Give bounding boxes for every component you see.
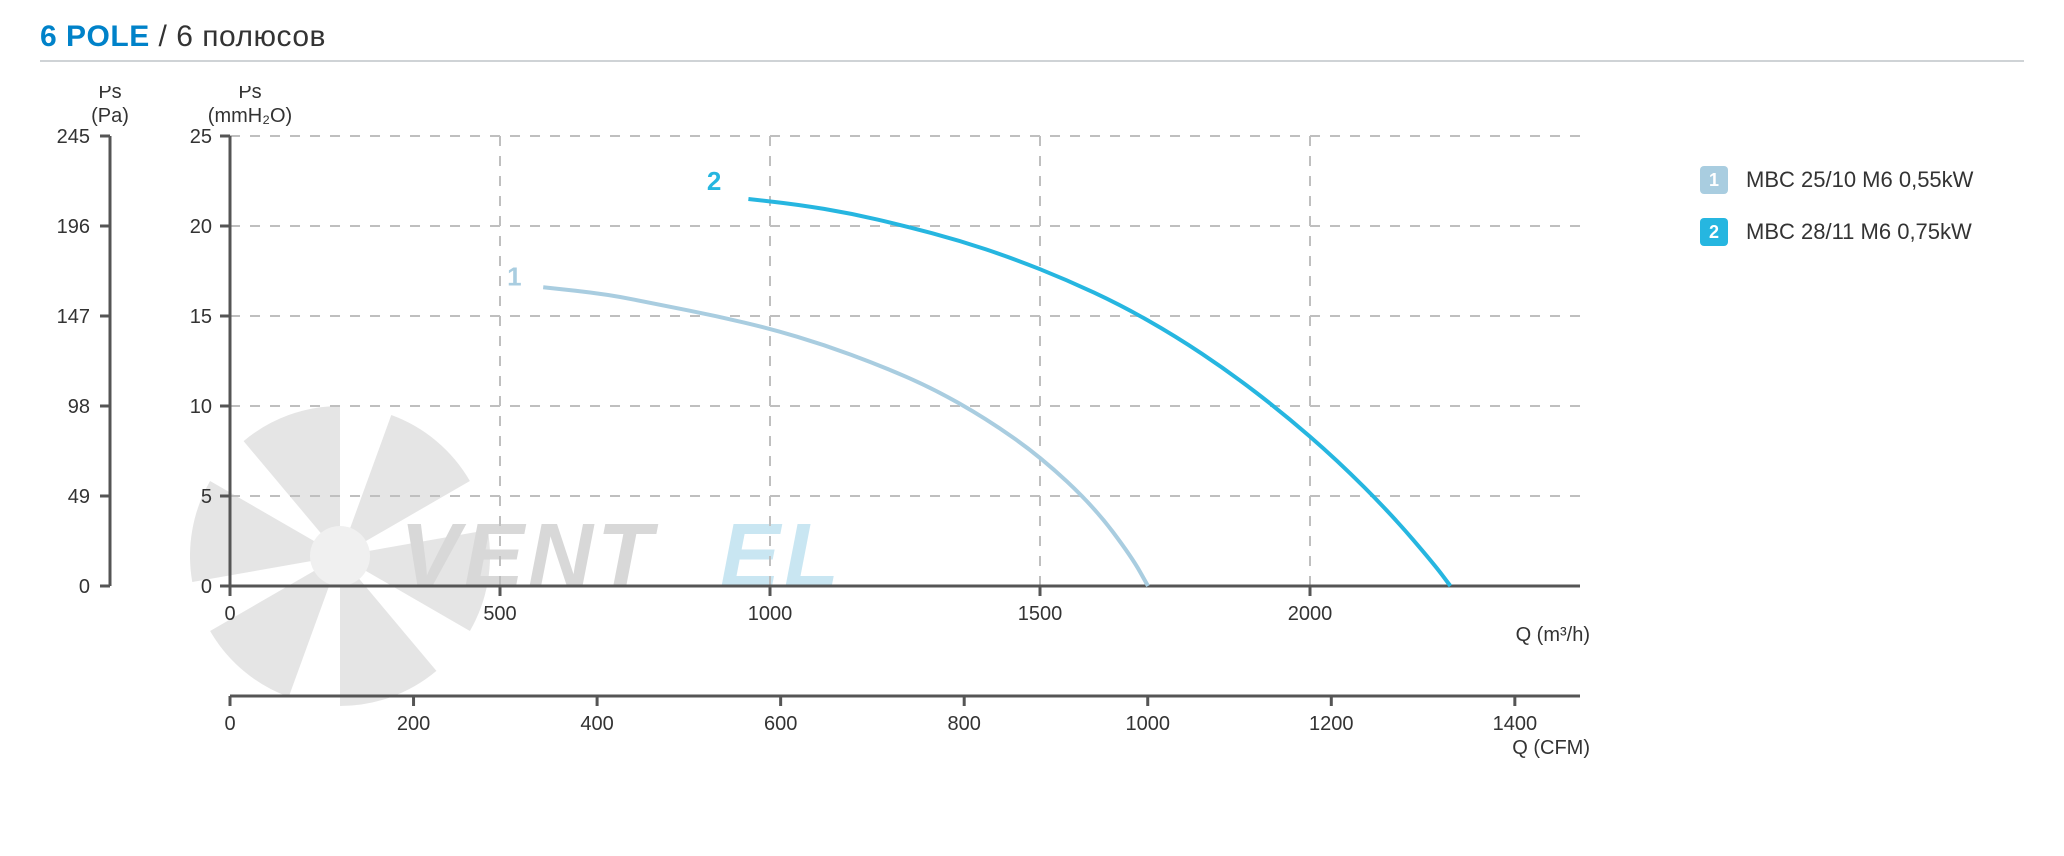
ytick-pa: 98 bbox=[68, 396, 90, 418]
ytick-mm: 10 bbox=[190, 396, 212, 418]
ytick-mm: 20 bbox=[190, 216, 212, 238]
y-mm-title2: (mmH₂O) bbox=[208, 105, 292, 127]
watermark: VENT EL bbox=[190, 406, 843, 706]
xtick-cfm: 200 bbox=[397, 713, 430, 735]
xtick-cfm: 600 bbox=[764, 713, 797, 735]
title-sub: 6 полюсов bbox=[176, 20, 326, 53]
ytick-pa: 147 bbox=[57, 306, 90, 328]
legend: 1 MBC 25/10 M6 0,55kW 2 MBC 28/11 M6 0,75kW bbox=[1700, 166, 1973, 270]
ytick-mm: 25 bbox=[190, 126, 212, 148]
x-primary-label: Q (m³/h) bbox=[1516, 624, 1590, 646]
curve-label-2: 2 bbox=[707, 166, 721, 196]
legend-swatch: 1 bbox=[1700, 166, 1728, 194]
ytick-mm: 0 bbox=[201, 576, 212, 598]
ytick-pa: 49 bbox=[68, 486, 90, 508]
xtick-m3h: 0 bbox=[224, 603, 235, 625]
curve-2 bbox=[748, 199, 1450, 586]
y-pa-title2: (Pa) bbox=[91, 105, 129, 127]
svg-text:EL: EL bbox=[720, 506, 843, 606]
title-sep: / bbox=[150, 20, 177, 53]
legend-label: MBC 28/11 M6 0,75kW bbox=[1746, 219, 1972, 245]
ytick-pa: 0 bbox=[79, 576, 90, 598]
title-main: 6 POLE bbox=[40, 20, 150, 53]
legend-label: MBC 25/10 M6 0,55kW bbox=[1746, 167, 1973, 193]
xtick-cfm: 1000 bbox=[1125, 713, 1170, 735]
page: 6 POLE / 6 полюсов VENTEL004959810147151… bbox=[0, 0, 2064, 856]
y-pa-title1: Ps bbox=[98, 86, 121, 103]
xtick-cfm: 800 bbox=[948, 713, 981, 735]
xtick-m3h: 1000 bbox=[748, 603, 793, 625]
curve-label-1: 1 bbox=[507, 261, 521, 291]
xtick-cfm: 0 bbox=[224, 713, 235, 735]
xtick-m3h: 500 bbox=[483, 603, 516, 625]
title-rule bbox=[40, 60, 2024, 62]
ytick-pa: 245 bbox=[57, 126, 90, 148]
legend-swatch: 2 bbox=[1700, 218, 1728, 246]
svg-text:VENT: VENT bbox=[400, 506, 659, 606]
ytick-pa: 196 bbox=[57, 216, 90, 238]
ytick-mm: 15 bbox=[190, 306, 212, 328]
fan-curve-chart: VENTEL004959810147151962024525Ps(Pa)Ps(m… bbox=[40, 86, 1640, 826]
xtick-m3h: 2000 bbox=[1288, 603, 1333, 625]
page-title: 6 POLE / 6 полюсов bbox=[40, 20, 2024, 54]
xtick-cfm: 400 bbox=[580, 713, 613, 735]
legend-item: 2 MBC 28/11 M6 0,75kW bbox=[1700, 218, 1973, 246]
chart-wrap: VENTEL004959810147151962024525Ps(Pa)Ps(m… bbox=[40, 86, 2024, 826]
legend-item: 1 MBC 25/10 M6 0,55kW bbox=[1700, 166, 1973, 194]
ytick-mm: 5 bbox=[201, 486, 212, 508]
xtick-cfm: 1200 bbox=[1309, 713, 1354, 735]
y-mm-title1: Ps bbox=[238, 86, 261, 103]
x-secondary-label: Q (CFM) bbox=[1512, 737, 1590, 759]
xtick-m3h: 1500 bbox=[1018, 603, 1063, 625]
xtick-cfm: 1400 bbox=[1493, 713, 1538, 735]
